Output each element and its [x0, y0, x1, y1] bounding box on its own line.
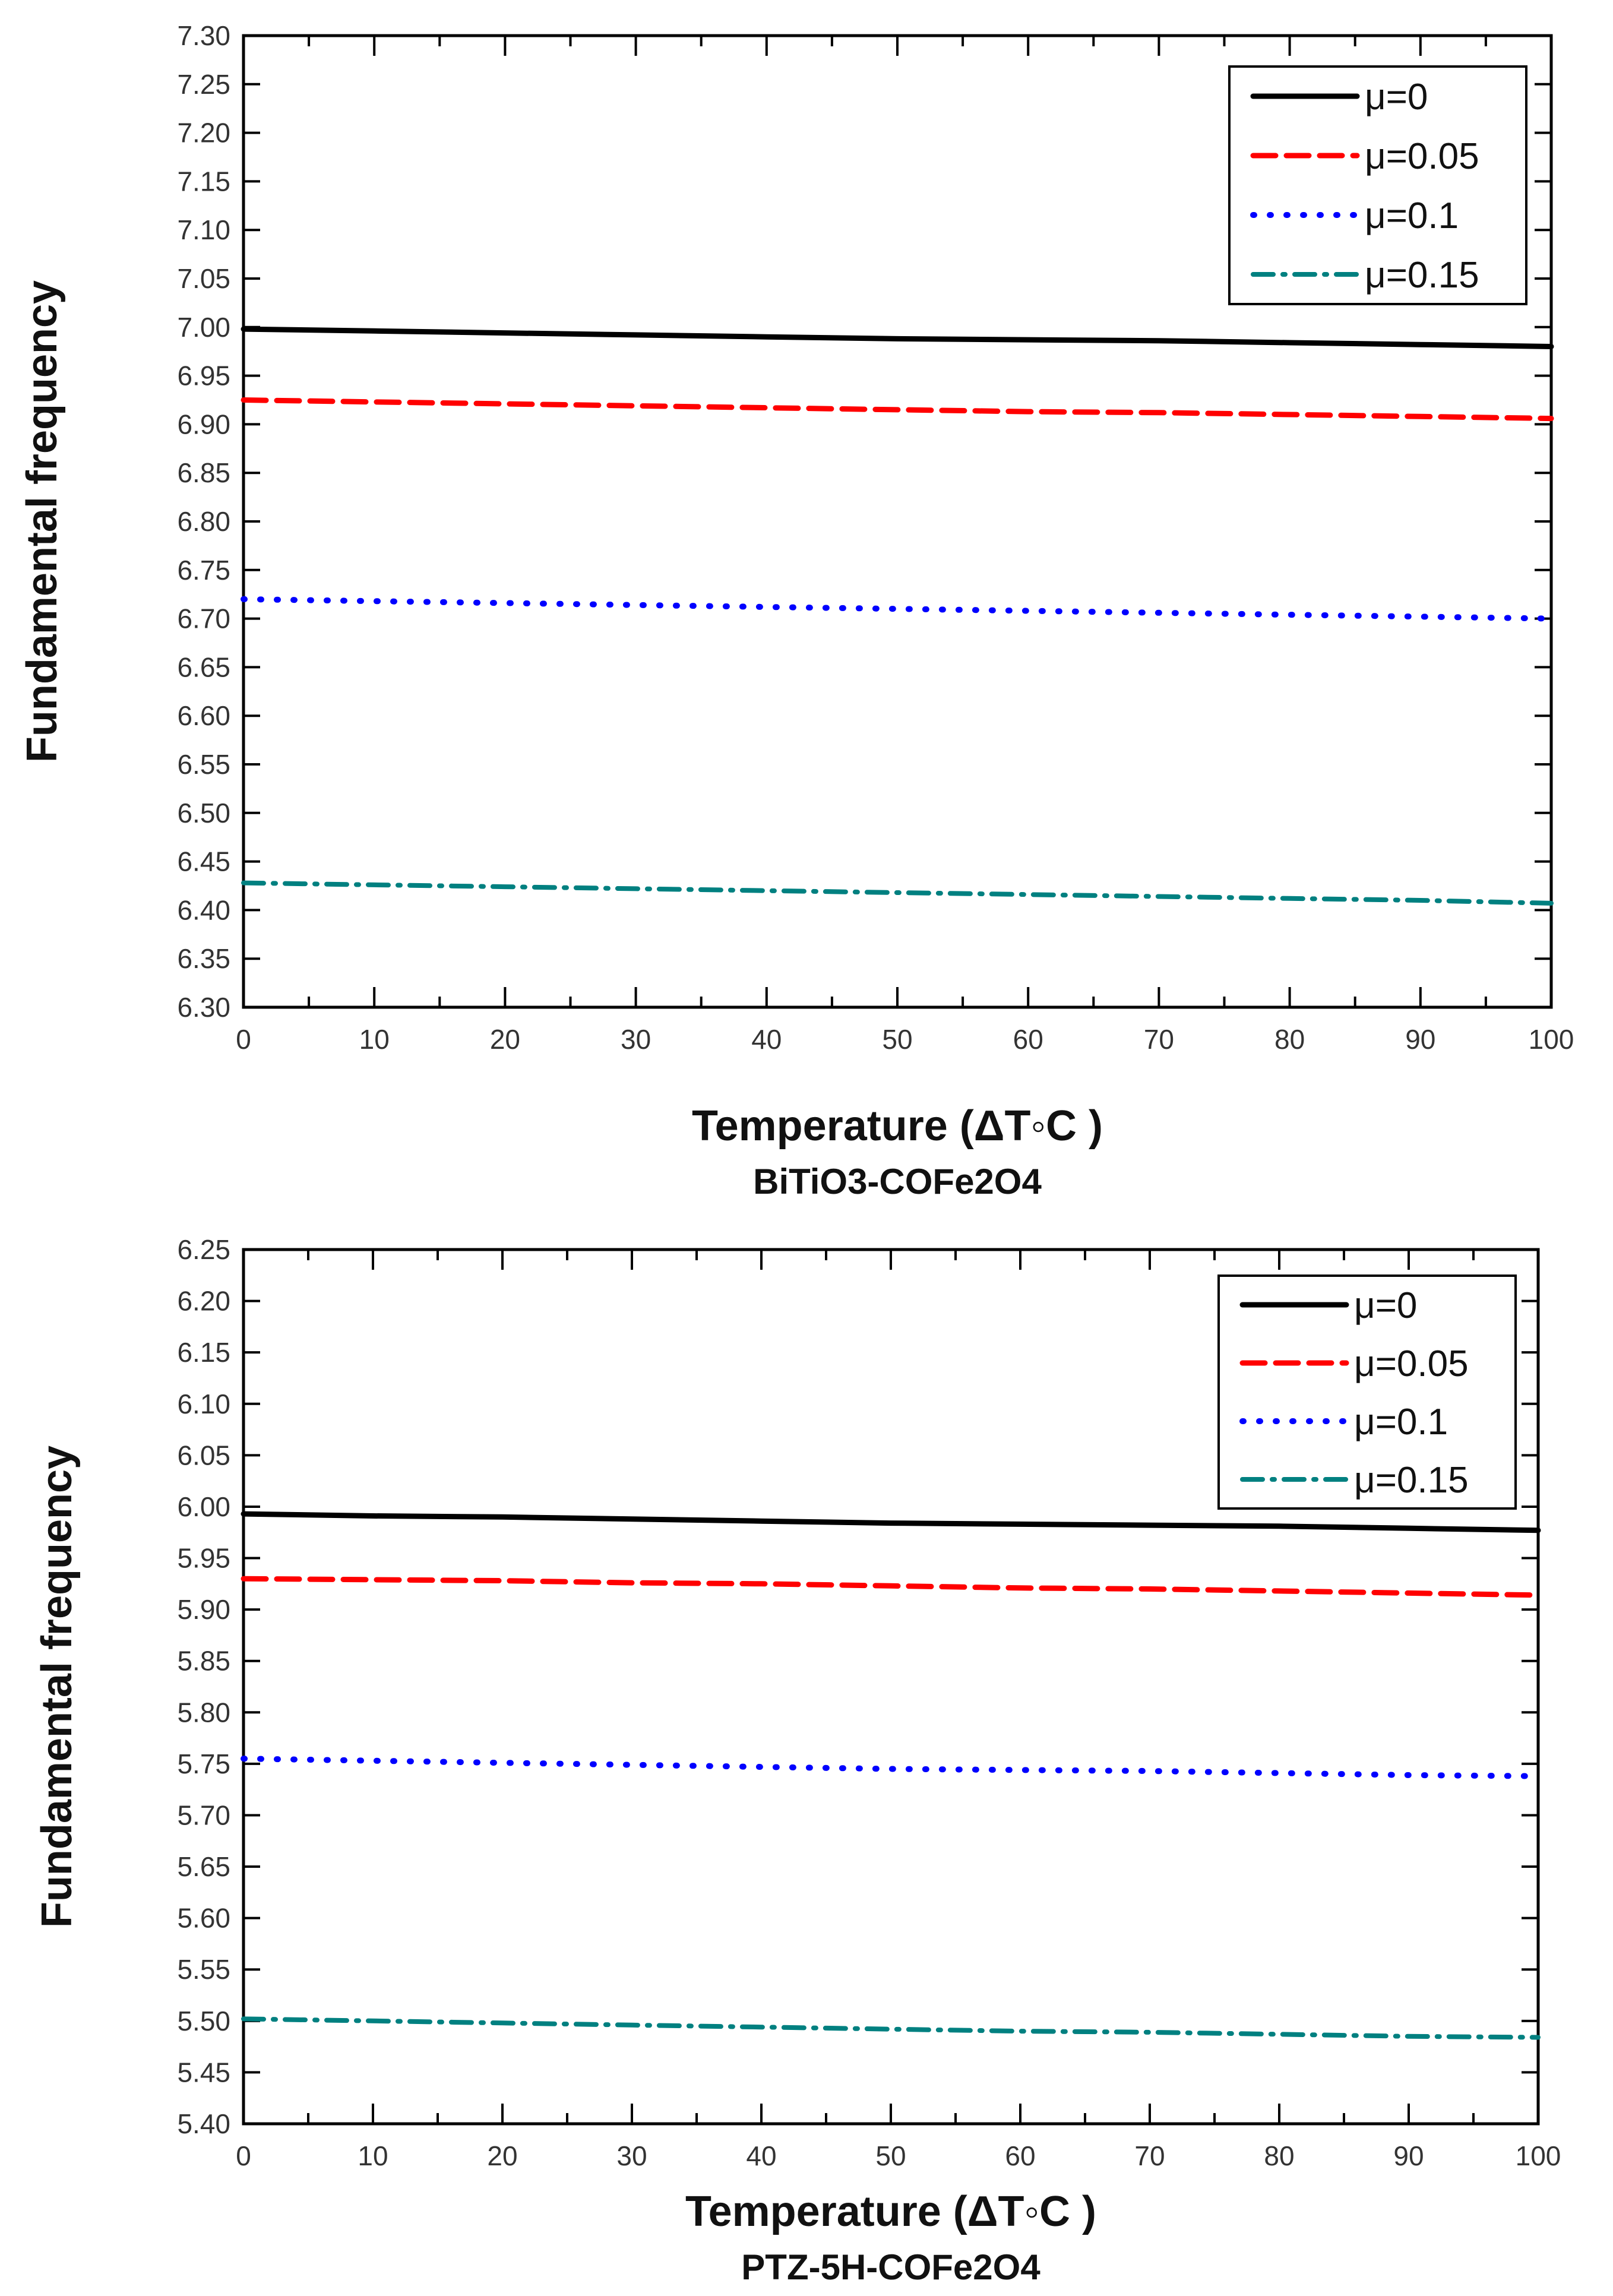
- series-line-4: [241, 2016, 1541, 2040]
- x-tick-label: 80: [1274, 1024, 1305, 1055]
- x-tick-label: 70: [1134, 2140, 1165, 2171]
- y-tick-label: 6.05: [177, 1440, 230, 1470]
- chart-subtitle: PTZ-5H-COFe2O4: [741, 2247, 1040, 2287]
- y-tick-label: 5.80: [177, 1697, 230, 1728]
- series-line-2: [241, 1576, 1541, 1598]
- y-tick-label: 5.75: [177, 1748, 230, 1779]
- x-tick-label: 100: [1516, 2140, 1561, 2171]
- chart-panel-2: 5.40 5.45 5.50 5.55 5.60 5.65 5.70 5.75 5.80 5.85…: [33, 1234, 1561, 2287]
- x-tick-label: 20: [490, 1024, 520, 1055]
- x-tick-label: 90: [1405, 1024, 1435, 1055]
- legend: μ=0 μ=0.05 μ=0.1 μ=0.15: [1217, 1274, 1517, 1510]
- y-tick-label: 7.00: [177, 312, 230, 343]
- series-line-4: [241, 880, 1554, 906]
- series-line-2: [241, 397, 1554, 422]
- y-tick-label: 6.45: [177, 846, 230, 877]
- x-tick-label: 60: [1013, 1024, 1043, 1055]
- chart-panel-1: 6.30 6.35 6.40 6.45 6.50 6.55 6.60 6.65 6.70 6.75…: [18, 20, 1574, 1201]
- y-tick-label: 5.45: [177, 2057, 230, 2088]
- x-tick-label: 70: [1144, 1024, 1174, 1055]
- legend-label-3: μ=0.1: [1365, 195, 1459, 236]
- x-tick-label: 100: [1529, 1024, 1574, 1055]
- y-tick-label: 5.70: [177, 1800, 230, 1830]
- x-tick-label: 50: [882, 1024, 912, 1055]
- y-tick-label: 6.50: [177, 798, 230, 828]
- y-tick-label: 6.65: [177, 652, 230, 682]
- x-tick-label: 0: [236, 1024, 251, 1055]
- y-tick-label: 6.85: [177, 457, 230, 488]
- x-tick-label: 60: [1005, 2140, 1035, 2171]
- x-tick-label: 0: [236, 2140, 251, 2171]
- legend: μ=0 μ=0.05 μ=0.1 μ=0.15: [1228, 65, 1527, 305]
- legend-box: [1217, 1274, 1517, 1510]
- y-tick-label: 5.95: [177, 1543, 230, 1574]
- series-line-1: [241, 1511, 1541, 1533]
- y-tick-label: 6.35: [177, 943, 230, 974]
- x-tick-label: 40: [746, 2140, 776, 2171]
- y-tick-label: 6.55: [177, 749, 230, 780]
- y-tick-label: 7.20: [177, 118, 230, 148]
- y-tick-label: 7.25: [177, 69, 230, 100]
- y-tick-label: 7.10: [177, 214, 230, 245]
- x-tick-label: 90: [1393, 2140, 1424, 2171]
- legend-label-4: μ=0.15: [1365, 255, 1479, 296]
- y-tick-label: 6.95: [177, 360, 230, 391]
- x-tick-label: 80: [1264, 2140, 1294, 2171]
- y-tick-label: 5.50: [177, 2006, 230, 2036]
- y-tick-label: 6.25: [177, 1234, 230, 1265]
- y-tick-label: 5.90: [177, 1594, 230, 1625]
- x-tick-label: 30: [616, 2140, 647, 2171]
- x-tick-label: 10: [358, 2140, 388, 2171]
- y-tick-label: 7.30: [177, 20, 230, 51]
- chart-subtitle: BiTiO3-COFe2O4: [753, 1162, 1042, 1201]
- y-tick-label: 6.15: [177, 1337, 230, 1368]
- x-tick-label: 40: [751, 1024, 782, 1055]
- x-tick-label: 10: [359, 1024, 390, 1055]
- legend-box: [1228, 65, 1527, 305]
- legend-label-3: μ=0.1: [1354, 1402, 1448, 1443]
- x-axis-title: Temperature (ΔT◦C ): [685, 2188, 1096, 2235]
- y-tick-label: 6.80: [177, 506, 230, 537]
- y-tick-label: 6.70: [177, 603, 230, 634]
- series-line-3: [241, 596, 1554, 622]
- y-tick-label: 7.15: [177, 166, 230, 197]
- legend-label-2: μ=0.05: [1365, 136, 1479, 177]
- x-tick-label: 20: [487, 2140, 517, 2171]
- y-tick-label: 6.40: [177, 894, 230, 925]
- x-tick-label: 30: [621, 1024, 651, 1055]
- legend-label-1: μ=0: [1365, 77, 1428, 118]
- y-tick-label: 6.20: [177, 1286, 230, 1317]
- y-tick-label: 5.85: [177, 1646, 230, 1677]
- y-tick-label: 5.60: [177, 1903, 230, 1934]
- legend-label-1: μ=0: [1354, 1285, 1417, 1326]
- y-tick-label: 5.55: [177, 1954, 230, 1985]
- y-tick-label: 7.05: [177, 263, 230, 294]
- legend-label-4: μ=0.15: [1354, 1460, 1469, 1501]
- y-tick-label: 6.75: [177, 555, 230, 586]
- y-tick-label: 5.40: [177, 2108, 230, 2139]
- y-axis-title: Fundamental frequency: [18, 280, 66, 763]
- x-axis-title: Temperature (ΔT◦C ): [692, 1102, 1103, 1150]
- y-tick-label: 6.90: [177, 409, 230, 439]
- x-tick-label: 50: [875, 2140, 906, 2171]
- y-tick-label: 6.00: [177, 1491, 230, 1522]
- series-line-1: [241, 326, 1554, 349]
- series-line-3: [241, 1756, 1541, 1779]
- y-tick-label: 6.30: [177, 992, 230, 1023]
- y-tick-label: 5.65: [177, 1851, 230, 1882]
- y-tick-label: 6.60: [177, 700, 230, 731]
- legend-label-2: μ=0.05: [1354, 1343, 1469, 1384]
- y-axis-title: Fundamental frequency: [33, 1446, 81, 1928]
- y-tick-label: 6.10: [177, 1389, 230, 1419]
